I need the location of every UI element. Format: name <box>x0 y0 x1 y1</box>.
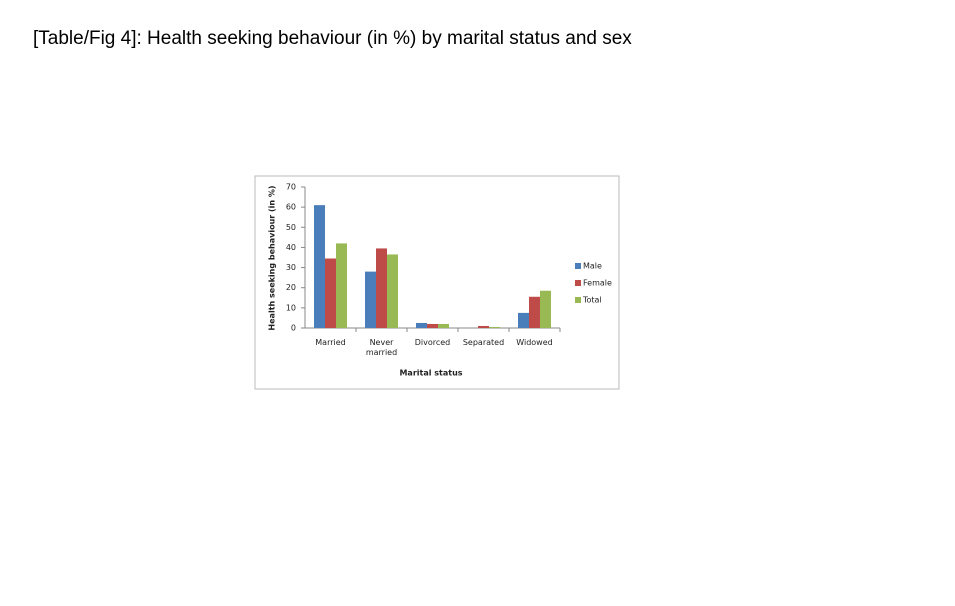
x-tick-label: Married <box>315 338 346 347</box>
x-tick-label: Divorced <box>414 338 451 347</box>
chart-title: [Table/Fig 4]: Health seeking behaviour … <box>33 28 632 49</box>
y-tick-label: 70 <box>286 183 296 192</box>
bar <box>365 271 376 328</box>
y-tick-label: 30 <box>286 263 296 272</box>
y-tick-label: 20 <box>286 283 296 292</box>
legend-swatch <box>575 280 581 286</box>
x-axis-label: Marital status <box>399 369 462 378</box>
y-tick-label: 10 <box>286 303 296 312</box>
x-tick-label: Widowed <box>516 338 553 347</box>
legend-label: Total <box>582 296 602 305</box>
bar <box>518 312 529 328</box>
y-tick-label: 50 <box>286 223 296 232</box>
bar <box>540 290 551 328</box>
bar <box>427 323 438 328</box>
legend-swatch <box>575 297 581 303</box>
bar <box>336 243 347 328</box>
chart-frame <box>254 175 620 390</box>
bar <box>387 254 398 328</box>
legend-swatch <box>575 263 581 269</box>
x-tick-label: Never married <box>365 338 398 357</box>
y-tick-label: 60 <box>286 203 296 212</box>
bar <box>376 248 387 328</box>
legend-label: Male <box>583 262 602 271</box>
y-axis-label: Health seeking behaviour (in %) <box>268 185 277 330</box>
bar <box>314 205 325 328</box>
bar <box>325 258 336 328</box>
bar <box>438 323 449 328</box>
y-tick-label: 40 <box>286 243 296 252</box>
bar <box>529 296 540 328</box>
y-tick-label: 0 <box>291 324 296 333</box>
bar <box>478 325 489 328</box>
x-tick-label: Separated <box>462 338 505 347</box>
bar <box>489 326 500 328</box>
bar <box>416 322 427 328</box>
legend-label: Female <box>583 279 612 288</box>
